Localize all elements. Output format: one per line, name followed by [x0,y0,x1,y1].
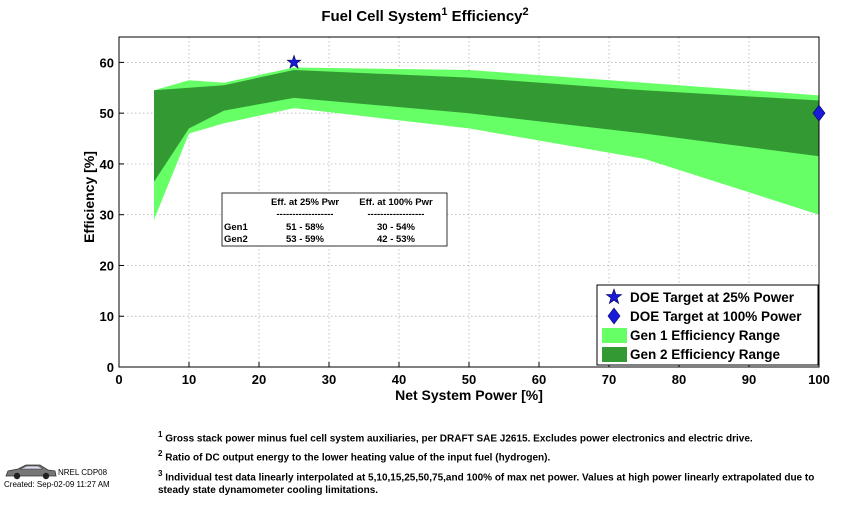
car-icon [5,464,57,480]
annotation-table-cell: Eff. at 100% Pwr [359,197,433,208]
annotation-table-cell: ------------------ [368,209,425,220]
x-tick-label: 80 [672,372,686,387]
legend-diamond-marker [607,307,621,325]
credit-label: NREL CDP08 [58,468,108,477]
chart-title-sup1: 1 [441,6,448,18]
annotation-table-cell: Gen1 [224,222,248,233]
series-band-gen2 [154,70,819,182]
footnote-mark: 2 [158,449,163,459]
y-tick-label: 0 [107,360,114,375]
doe-target-100-marker [812,104,826,122]
x-axis-label: Net System Power [%] [395,387,543,403]
x-tick-label: 30 [322,372,336,387]
footnotes: 1 Gross stack power minus fuel cell syst… [158,428,838,499]
footnote-text: Ratio of DC output energy to the lower h… [165,452,551,464]
annotation-table-cell: 30 - 54% [377,222,416,233]
footnote-3: 3 Individual test data linearly interpol… [158,467,838,497]
annotation-table-cell: Eff. at 25% Pwr [271,197,339,208]
y-tick-label: 30 [100,208,114,223]
annotation-table-cell: Gen2 [224,234,248,245]
chart-title-text: Fuel Cell System [321,8,442,25]
x-tick-label: 50 [462,372,476,387]
chart-title-sup2: 2 [522,6,529,18]
y-tick-label: 20 [100,258,114,273]
legend-star-marker [605,288,623,305]
created-timestamp: Created: Sep-02-09 11:27 AM [4,480,110,489]
annotation-table-box [221,192,448,247]
y-tick-label: 40 [100,157,114,172]
legend-item-label: DOE Target at 100% Power [630,309,802,324]
y-tick-label: 50 [100,106,114,121]
annotation-table-cell: ------------------ [277,209,334,220]
chart-title-mid: Efficiency [447,8,523,25]
footnote-text: Individual test data linearly interpolat… [158,471,815,496]
footnote-mark: 3 [158,468,163,478]
annotation-table-cell: 51 - 58% [286,222,325,233]
footnote-1: 1 Gross stack power minus fuel cell syst… [158,428,838,445]
x-tick-label: 100 [808,372,830,387]
x-tick-label: 90 [742,372,756,387]
annotation-table-cell: 53 - 59% [286,234,325,245]
legend-swatch [602,328,627,343]
footnote-2: 2 Ratio of DC output energy to the lower… [158,447,838,464]
annotation-table-cell: 42 - 53% [377,234,416,245]
credit-block: NREL CDP08 Created: Sep-02-09 11:27 AM [4,462,110,489]
doe-target-25-marker [286,54,302,69]
x-tick-label: 40 [392,372,406,387]
footnote-text: Gross stack power minus fuel cell system… [165,433,753,445]
x-tick-label: 60 [532,372,546,387]
legend-item-label: Gen 1 Efficiency Range [630,328,781,343]
x-tick-label: 0 [115,372,122,387]
y-tick-label: 10 [100,309,114,324]
legend-box [596,284,819,366]
footnote-mark: 1 [158,430,163,439]
chart-title: Fuel Cell System1 Efficiency2 [0,6,850,25]
legend-item-label: DOE Target at 25% Power [630,290,795,305]
y-axis-label: Efficiency [%] [81,151,97,243]
x-tick-label: 20 [252,372,266,387]
x-tick-label: 70 [602,372,616,387]
x-tick-label: 10 [182,372,196,387]
y-tick-label: 60 [100,55,114,70]
legend-item-label: Gen 2 Efficiency Range [630,347,781,362]
legend-swatch [602,347,627,362]
